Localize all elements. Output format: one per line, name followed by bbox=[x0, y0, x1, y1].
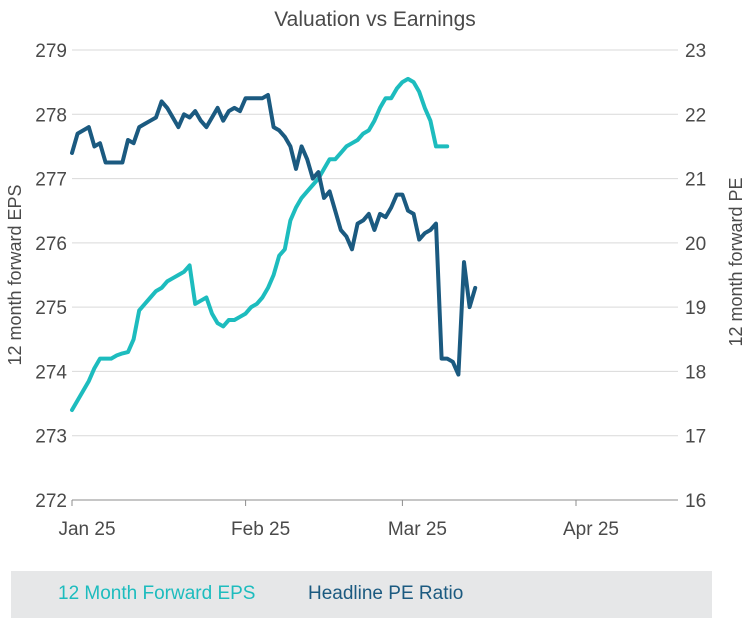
left-tick-label: 277 bbox=[35, 170, 67, 191]
chart-title: Valuation vs Earnings bbox=[274, 8, 476, 31]
left-axis-ticks: 272 273 274 275 276 277 278 279 bbox=[35, 41, 67, 512]
left-tick-label: 278 bbox=[35, 105, 67, 126]
right-tick-label: 20 bbox=[685, 234, 706, 255]
legend-item-eps: 12 Month Forward EPS bbox=[58, 583, 256, 604]
legend-item-pe: Headline PE Ratio bbox=[308, 583, 464, 604]
x-tick-label: Jan 25 bbox=[58, 519, 115, 540]
left-tick-label: 274 bbox=[35, 362, 67, 383]
x-axis-ticks: Jan 25 Feb 25 Mar 25 Apr 25 bbox=[58, 499, 678, 540]
left-tick-label: 279 bbox=[35, 41, 67, 62]
left-axis-label: 12 month forward EPS bbox=[5, 184, 25, 365]
series-line-eps bbox=[70, 76, 450, 412]
right-axis-ticks: 16 17 18 19 20 21 22 23 bbox=[685, 41, 706, 512]
series-group bbox=[70, 76, 478, 412]
legend: 12 Month Forward EPS Headline PE Ratio bbox=[11, 571, 712, 618]
left-tick-label: 273 bbox=[35, 427, 67, 448]
right-tick-label: 22 bbox=[685, 105, 706, 126]
x-tick-label: Feb 25 bbox=[231, 519, 290, 540]
left-tick-label: 272 bbox=[35, 491, 67, 512]
left-tick-label: 276 bbox=[35, 234, 67, 255]
left-tick-label: 275 bbox=[35, 298, 67, 319]
right-tick-label: 19 bbox=[685, 298, 706, 319]
right-tick-label: 18 bbox=[685, 362, 706, 383]
right-tick-label: 16 bbox=[685, 491, 706, 512]
x-tick-label: Mar 25 bbox=[388, 519, 447, 540]
right-axis-label: 12 month forward PE bbox=[726, 177, 746, 346]
right-tick-label: 23 bbox=[685, 41, 706, 62]
series-line-pe bbox=[70, 93, 478, 377]
right-tick-label: 17 bbox=[685, 427, 706, 448]
right-tick-label: 21 bbox=[685, 170, 706, 191]
x-tick-label: Apr 25 bbox=[563, 519, 619, 540]
